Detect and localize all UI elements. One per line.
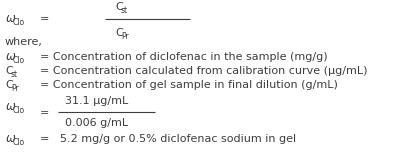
Text: 5.2 mg/g or 0.5% diclofenac sodium in gel: 5.2 mg/g or 0.5% diclofenac sodium in ge… — [60, 134, 296, 144]
Text: C: C — [115, 2, 123, 12]
Text: st: st — [121, 6, 128, 15]
Text: $\omega$: $\omega$ — [5, 50, 16, 63]
Text: =: = — [40, 14, 49, 24]
Text: $\omega$: $\omega$ — [5, 132, 16, 145]
Text: =: = — [40, 134, 49, 144]
Text: 31.1 μg/mL: 31.1 μg/mL — [65, 96, 128, 106]
Text: = Concentration of gel sample in final dilution (g/mL): = Concentration of gel sample in final d… — [40, 80, 338, 90]
Text: = Concentration calculated from calibration curve (μg/mL): = Concentration calculated from calibrat… — [40, 66, 368, 76]
Text: where,: where, — [5, 37, 43, 47]
Text: Clo: Clo — [12, 56, 25, 65]
Text: =: = — [40, 108, 49, 118]
Text: Clo: Clo — [12, 18, 25, 27]
Text: = Concentration of diclofenac in the sample (mg/g): = Concentration of diclofenac in the sam… — [40, 52, 328, 62]
Text: st: st — [11, 70, 18, 79]
Text: C: C — [115, 28, 123, 38]
Text: 0.006 g/mL: 0.006 g/mL — [65, 118, 128, 128]
Text: C: C — [5, 80, 13, 90]
Text: Pr: Pr — [11, 84, 19, 93]
Text: Clo: Clo — [12, 106, 25, 115]
Text: C: C — [5, 66, 13, 76]
Text: Pr: Pr — [121, 32, 129, 41]
Text: $\omega$: $\omega$ — [5, 101, 16, 114]
Text: $\omega$: $\omega$ — [5, 13, 16, 26]
Text: Clo: Clo — [12, 138, 25, 147]
